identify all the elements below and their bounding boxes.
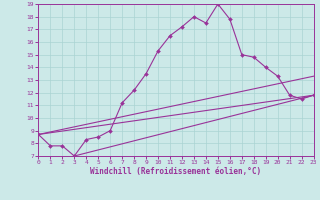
X-axis label: Windchill (Refroidissement éolien,°C): Windchill (Refroidissement éolien,°C) xyxy=(91,167,261,176)
